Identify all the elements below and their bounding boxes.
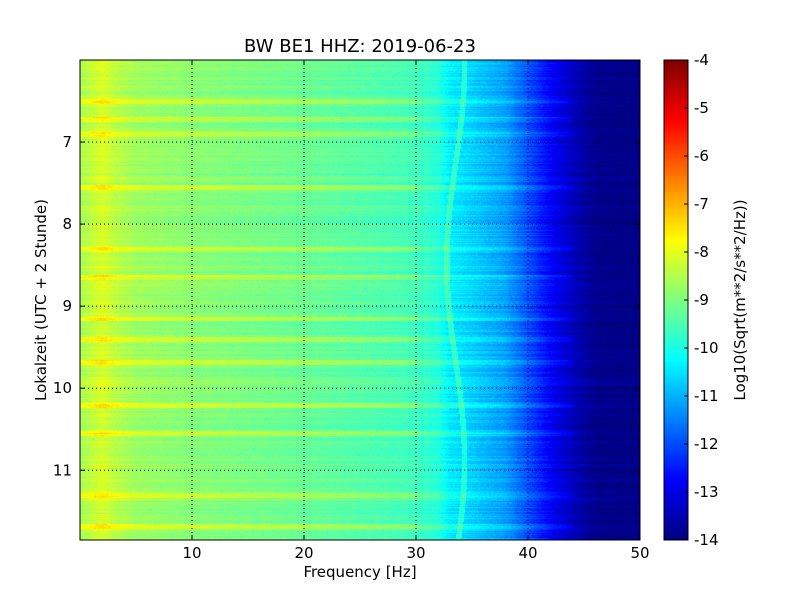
x-tick-label: 30 [406,544,425,562]
colorbar-tick-label: -14 [694,531,719,549]
colorbar-tick-label: -10 [694,339,719,357]
colorbar-tick-label: -11 [694,387,719,405]
y-axis-ticks: 7 8 9 10 11 [53,133,640,479]
colorbar-tick-label: -5 [694,99,709,117]
colorbar-label: Log10(Sqrt(m**2/s**2/Hz)) [731,199,749,400]
chart-title: BW BE1 HHZ: 2019-06-23 [244,36,476,57]
y-tick-label: 7 [62,133,72,151]
plot-frame [79,59,641,541]
x-tick-label: 20 [294,544,313,562]
x-axis-label: Frequency [Hz] [303,563,416,581]
colorbar-tick-label: -8 [694,243,709,261]
colorbar-tick-label: -7 [694,195,709,213]
x-axis-ticks: 10 20 30 40 50 [182,60,650,562]
x-tick-label: 50 [630,544,649,562]
spectrogram-plot-area: 10 20 30 40 50 7 8 9 10 11 [53,59,650,562]
colorbar: -4 -5 -6 -7 -8 -9 -10 -11 -12 -13 -14 Log10(Sqrt(m… [663,51,749,549]
x-tick-label: 10 [182,544,201,562]
spectrogram-heatmap [80,60,640,540]
colorbar-tick-label: -12 [694,435,719,453]
y-tick-label: 9 [62,297,72,315]
y-tick-label: 11 [53,461,72,479]
y-tick-label: 8 [62,215,72,233]
y-axis-label: Lokalzeit (UTC + 2 Stunde) [32,199,50,401]
y-tick-label: 10 [53,379,72,397]
colorbar-tick-label: -4 [694,51,709,69]
colorbar-tick-label: -13 [694,483,719,501]
x-tick-label: 40 [518,544,537,562]
colorbar-tick-label: -9 [694,291,709,309]
colorbar-tick-label: -6 [694,147,709,165]
grid-lines [80,60,640,540]
colorbar-ticks: -4 -5 -6 -7 -8 -9 -10 -11 -12 -13 -14 [684,51,719,549]
